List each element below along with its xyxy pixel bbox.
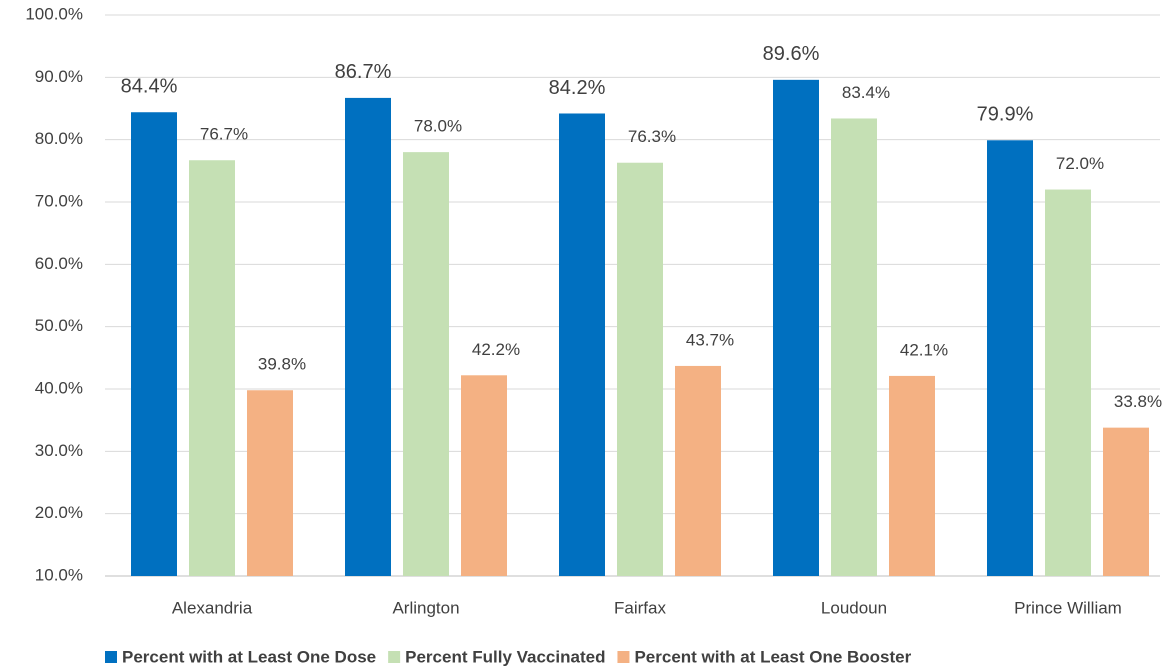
data-label: 39.8% bbox=[258, 355, 306, 374]
y-tick-label: 80.0% bbox=[35, 129, 83, 148]
x-tick-label: Loudoun bbox=[821, 598, 887, 617]
y-tick-label: 50.0% bbox=[35, 316, 83, 335]
data-label: 33.8% bbox=[1114, 392, 1162, 411]
data-label: 86.7% bbox=[335, 61, 392, 83]
legend-text: Percent with at Least One Booster bbox=[634, 647, 911, 666]
data-label: 76.3% bbox=[628, 127, 676, 146]
bar bbox=[345, 97, 391, 577]
bar bbox=[247, 390, 293, 576]
legend-text: Percent with at Least One Dose bbox=[122, 647, 376, 666]
y-tick-label: 10.0% bbox=[35, 565, 83, 584]
y-tick-label: 40.0% bbox=[35, 378, 83, 397]
bar bbox=[559, 113, 605, 576]
bar bbox=[403, 152, 449, 576]
bar bbox=[987, 140, 1033, 577]
bar bbox=[461, 375, 507, 576]
data-label: 42.2% bbox=[472, 340, 520, 359]
data-label: 72.0% bbox=[1056, 154, 1104, 173]
legend-swatch bbox=[617, 651, 630, 663]
y-tick-label: 100.0% bbox=[25, 4, 83, 23]
x-tick-label: Alexandria bbox=[172, 598, 253, 617]
bar bbox=[617, 162, 663, 577]
y-tick-label: 70.0% bbox=[35, 191, 83, 210]
data-label: 43.7% bbox=[686, 330, 734, 349]
legend-swatch bbox=[105, 651, 117, 663]
bar bbox=[189, 160, 235, 576]
data-label: 83.4% bbox=[842, 83, 890, 102]
bar bbox=[1045, 189, 1091, 577]
x-tick-label: Arlington bbox=[392, 598, 459, 617]
y-tick-label: 30.0% bbox=[35, 441, 83, 460]
bar bbox=[773, 79, 819, 577]
data-label: 79.9% bbox=[977, 104, 1034, 126]
legend-text: Percent Fully Vaccinated bbox=[405, 647, 605, 666]
x-tick-label: Prince William bbox=[1014, 598, 1122, 617]
x-tick-label: Fairfax bbox=[614, 598, 666, 617]
bar bbox=[675, 365, 721, 576]
y-tick-label: 60.0% bbox=[35, 254, 83, 273]
bar bbox=[131, 112, 177, 577]
y-tick-label: 20.0% bbox=[35, 503, 83, 522]
data-label: 89.6% bbox=[763, 43, 820, 65]
bar bbox=[889, 375, 935, 576]
bar bbox=[1103, 427, 1149, 576]
data-label: 84.2% bbox=[549, 77, 606, 99]
data-label: 78.0% bbox=[414, 117, 462, 136]
data-label: 76.7% bbox=[200, 125, 248, 144]
data-label: 84.4% bbox=[121, 76, 178, 98]
data-label: 42.1% bbox=[900, 340, 948, 359]
bar bbox=[831, 118, 877, 577]
legend-swatch bbox=[388, 651, 401, 663]
y-tick-label: 90.0% bbox=[35, 67, 83, 86]
